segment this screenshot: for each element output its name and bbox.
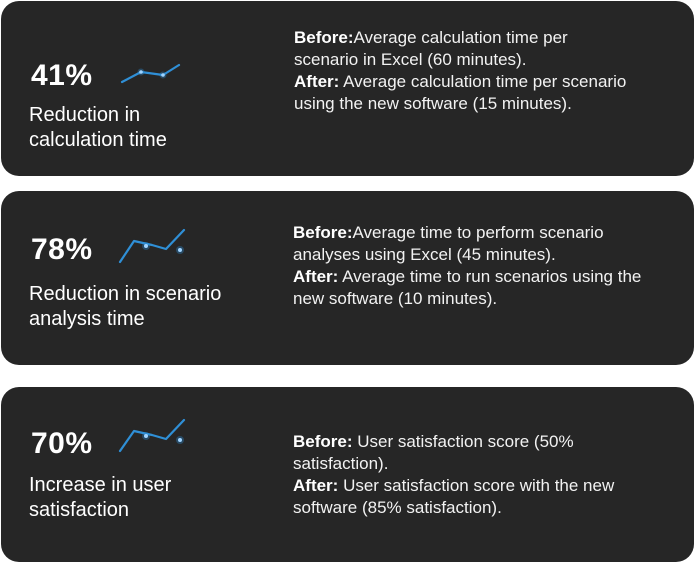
before-label: Before: [293,223,353,242]
stat-value: 70% [31,427,93,460]
after-text: Average time to run scenarios using the … [293,267,642,308]
before-after-description: Before: User satisfaction score (50% sat… [293,431,653,519]
after-label: After: [293,476,339,495]
before-text: Average calculation time per scenario in… [294,28,568,69]
trend-line-icon [118,228,186,264]
stat-label: Reduction in calculation time [29,104,167,151]
stat-label: Increase in user satisfaction [29,474,172,521]
before-after-description: Before:Average calculation time per scen… [294,27,634,115]
before-after-description: Before:Average time to perform scenario … [293,222,673,310]
before-label: Before: [293,432,353,451]
before-label: Before: [294,28,354,47]
after-label: After: [294,72,340,91]
after-label: After: [293,267,339,286]
after-text: Average calculation time per scenario us… [294,72,627,113]
stat-card-scenario-analysis-time: 78% Reduction in scenario analysis time … [1,191,694,365]
before-text: User satisfaction score (50% satisfactio… [293,432,574,473]
trend-line-icon [120,63,181,84]
after-text: User satisfaction score with the new sof… [293,476,615,517]
stat-label: Reduction in scenario analysis time [29,283,222,330]
stat-value: 41% [31,59,93,92]
stat-card-user-satisfaction: 70% Increase in user satisfaction Before… [1,387,694,562]
stat-card-calculation-time: 41% Reduction in calculation time Before… [1,1,694,176]
trend-line-icon [118,418,186,453]
before-text: Average time to perform scenario analyse… [293,223,604,264]
stat-value: 78% [31,233,93,266]
